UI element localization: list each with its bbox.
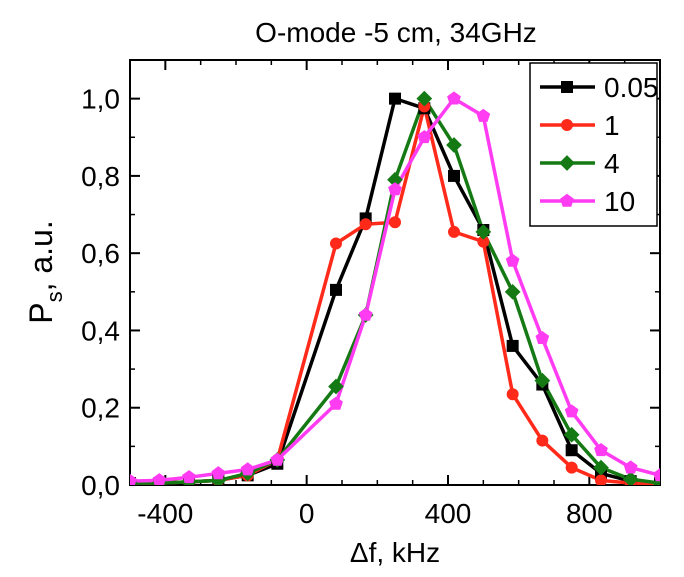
data-point-series-3: [594, 442, 608, 457]
legend-marker: [561, 119, 573, 131]
legend-label: 1: [604, 110, 620, 141]
data-point-series-3: [329, 396, 343, 410]
data-point-series-3: [505, 253, 520, 267]
chart-title: O-mode -5 cm, 34GHz: [255, 17, 537, 48]
data-point-series-3: [388, 182, 402, 196]
data-point-series-3: [182, 470, 196, 484]
data-point-series-3: [564, 404, 579, 418]
y-tick-label: 0,4: [81, 315, 120, 346]
data-point-series-0: [329, 283, 342, 296]
data-point-series-3: [623, 460, 638, 474]
data-point-series-3: [535, 330, 550, 344]
x-tick-label: 400: [425, 498, 472, 529]
data-point-series-2: [475, 224, 492, 240]
plot-frame: [129, 59, 661, 486]
data-point-series-0: [389, 92, 401, 105]
data-point-series-1: [329, 237, 342, 250]
series-markers: [130, 90, 660, 485]
y-tick-label: 0,0: [81, 470, 120, 501]
legend-label: 0.05: [604, 72, 659, 103]
data-point-series-3: [476, 108, 491, 122]
data-point-series-3: [653, 468, 660, 482]
data-point-series-1: [594, 474, 607, 485]
data-point-series-3: [211, 466, 226, 480]
legend-marker: [561, 81, 573, 93]
x-tick-label: 0: [299, 498, 315, 529]
x-tick-label: 800: [566, 498, 613, 529]
y-axis-label-sub: s: [42, 291, 67, 302]
x-axis-label: Δf, kHz: [350, 537, 440, 568]
data-point-series-3: [270, 452, 285, 466]
y-axis-label-tail: , a.u.: [23, 220, 59, 291]
data-point-series-1: [506, 388, 519, 401]
data-point-series-2: [504, 283, 521, 300]
legend-marker: [560, 193, 574, 207]
data-point-series-2: [328, 378, 344, 395]
data-point-series-1: [389, 216, 401, 229]
data-point-series-1: [536, 434, 549, 447]
legend-label: 4: [604, 148, 620, 179]
data-point-series-3: [358, 307, 373, 321]
x-tick-label: -400: [137, 498, 193, 529]
data-point-series-3: [130, 473, 137, 485]
data-point-series-2: [593, 459, 609, 476]
legend-marker: [559, 155, 575, 171]
y-axis: 0,0 0,2 0,4 0,6 0,8 1,0: [81, 84, 660, 501]
y-tick-label: 1,0: [81, 84, 120, 115]
data-point-series-0: [565, 444, 578, 457]
legend-label: 10: [604, 186, 635, 217]
data-point-series-3: [417, 130, 432, 144]
legend: 0.05 1 4 10: [529, 62, 659, 227]
data-point-series-1: [359, 218, 372, 231]
data-point-series-3: [152, 473, 167, 485]
y-axis-label-main: P: [23, 302, 59, 323]
data-point-series-2: [416, 90, 433, 107]
data-point-series-2: [563, 426, 580, 443]
data-point-series-3: [447, 91, 461, 105]
y-tick-label: 0,8: [81, 161, 120, 192]
data-point-series-1: [565, 461, 578, 474]
data-point-series-3: [240, 462, 255, 476]
data-point-series-0: [506, 339, 519, 352]
data-point-series-1: [448, 225, 461, 238]
y-tick-label: 0,2: [81, 393, 120, 424]
y-tick-label: 0,6: [81, 238, 120, 269]
y-axis-label: Ps, a.u.: [23, 220, 67, 324]
data-point-series-2: [622, 471, 639, 485]
x-axis: -400 0 400 800: [129, 60, 661, 529]
data-point-series-0: [448, 169, 461, 182]
data-point-series-2: [534, 372, 551, 389]
data-point-series-2: [446, 137, 462, 153]
legend-box: [529, 62, 658, 227]
